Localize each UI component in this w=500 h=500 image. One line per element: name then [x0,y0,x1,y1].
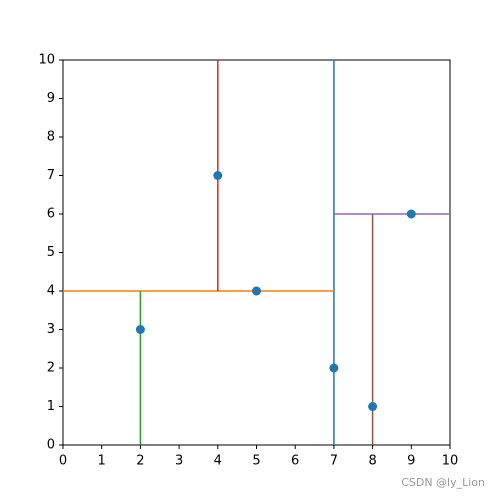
x-tick-label: 0 [59,454,67,469]
y-tick-label: 6 [47,207,55,222]
y-tick-label: 7 [47,168,55,183]
x-tick-label: 9 [407,454,415,469]
y-tick-label: 1 [47,399,55,414]
x-tick-label: 1 [98,454,106,469]
x-tick-label: 7 [330,454,338,469]
watermark: CSDN @ly_Lion [401,476,485,489]
y-tick-label: 4 [47,284,55,299]
y-tick-label: 3 [47,322,55,337]
y-tick-label: 9 [47,91,55,106]
x-tick-label: 5 [252,454,260,469]
x-tick-label: 6 [291,454,299,469]
x-tick-label: 3 [175,454,183,469]
point [406,209,416,219]
y-tick-label: 0 [47,438,55,453]
point [252,286,261,296]
y-tick-label: 5 [47,245,55,260]
y-tick-label: 10 [38,53,55,68]
point [368,402,378,411]
y-tick-label: 2 [47,361,55,376]
y-tick-label: 8 [47,130,55,145]
x-tick-label: 2 [136,454,144,469]
plot-frame [62,59,451,446]
point [135,325,145,334]
point [213,171,223,180]
x-tick-label: 8 [368,454,376,469]
x-tick-label: 4 [214,454,222,469]
point [329,363,339,373]
x-tick-label: 10 [442,454,459,469]
